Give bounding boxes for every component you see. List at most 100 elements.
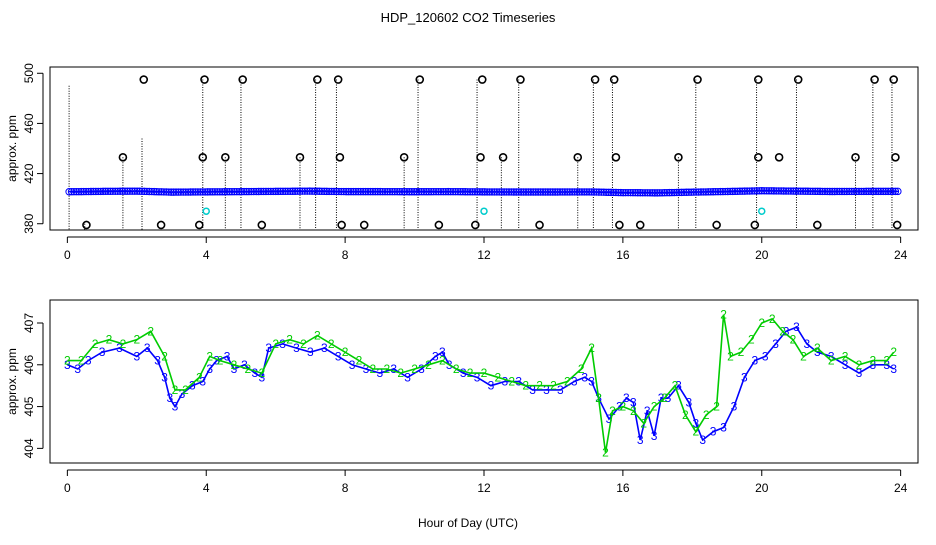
bottom-series-3-marker-75: 3 (870, 358, 877, 372)
top-baseline-point-96 (298, 187, 307, 195)
top-baseline-point-154 (439, 187, 448, 196)
top-baseline-point-131 (383, 187, 392, 196)
top-mid-point-1 (198, 152, 208, 162)
top-baseline-point-114 (342, 187, 350, 196)
bottom-series-2-marker-7: 2 (161, 349, 168, 363)
top-baseline-point-95 (296, 187, 304, 195)
bottom-series-3-marker-45: 3 (581, 370, 588, 384)
top-high-point-9 (609, 75, 619, 84)
top-baseline-point-228 (619, 188, 627, 197)
bottom-series-2-marker-16: 2 (272, 337, 279, 351)
top-mid-point-2 (221, 152, 230, 162)
top-baseline-point-159 (451, 187, 460, 196)
top-baseline-point-281 (748, 187, 756, 195)
bottom-series-3-marker-16: 3 (224, 349, 231, 363)
bottom-series-3-marker-24: 3 (307, 345, 314, 359)
top-high-point-1 (200, 75, 209, 84)
bottom-series-2-marker-33: 2 (508, 375, 515, 389)
bottom-series-2-marker-24: 2 (383, 362, 390, 376)
top-baseline-point-191 (529, 188, 538, 196)
bottom-series-2-marker-36: 2 (550, 379, 557, 393)
top-baseline-point-104 (318, 187, 326, 195)
bottom-series-3-marker-15: 3 (213, 354, 220, 368)
top-baseline-point-6 (79, 187, 88, 196)
top-baseline-point-203 (558, 188, 567, 196)
top-baseline-point-298 (789, 187, 798, 195)
top-baseline-point-321 (845, 187, 853, 196)
top-baseline-point-246 (663, 188, 671, 197)
top-baseline-point-32 (143, 187, 151, 196)
top-baseline-point-36 (152, 188, 161, 196)
top-baseline-point-138 (400, 188, 409, 196)
bottom-series-2-marker-68: 2 (890, 345, 897, 359)
bottom-series-2-marker-58: 2 (769, 312, 776, 326)
top-baseline-point-79 (257, 187, 265, 196)
top-baseline-point-67 (228, 187, 236, 196)
top-baseline-point-315 (830, 187, 839, 196)
top-baseline-point-151 (432, 187, 440, 196)
top-baseline-point-100 (308, 187, 316, 195)
top-baseline-point-296 (784, 187, 793, 195)
top-baseline-point-184 (512, 188, 520, 196)
top-baseline-point-271 (724, 187, 732, 196)
top-baseline-point-194 (536, 188, 545, 196)
top-baseline-point-330 (867, 187, 875, 196)
top-baseline-point-289 (767, 187, 776, 195)
top-baseline-point-103 (315, 187, 324, 195)
top-mid-point-3 (295, 152, 305, 162)
top-mid-point-12 (774, 152, 784, 162)
top-baseline-point-42 (167, 188, 175, 196)
top-baseline-point-229 (621, 188, 630, 197)
bottom-series-2-marker-29: 2 (453, 362, 460, 376)
top-low-point-3 (257, 220, 267, 230)
top-baseline-point-300 (794, 187, 802, 195)
top-baseline-point-247 (665, 188, 674, 197)
top-baseline-point-295 (782, 187, 790, 195)
top-baseline-point-140 (405, 188, 414, 196)
bottom-series-3-line (67, 326, 895, 442)
top-baseline-point-266 (711, 188, 720, 196)
top-low-point-8 (535, 220, 544, 230)
top-baseline-point-94 (293, 187, 302, 195)
top-baseline-point-8 (84, 187, 93, 196)
bottom-series-3-marker-8: 3 (161, 370, 168, 384)
top-baseline-point-24 (123, 187, 132, 195)
top-baseline-point-77 (252, 187, 260, 196)
bottom-series-3-marker-53: 3 (644, 404, 651, 418)
top-baseline-point-312 (823, 187, 832, 196)
top-baseline-point-0 (65, 188, 73, 196)
top-baseline-point-245 (660, 189, 669, 197)
bottom-series-3-marker-4: 3 (116, 341, 123, 355)
top-baseline-point-38 (157, 188, 166, 196)
top-baseline-point-235 (636, 189, 644, 197)
top-baseline-point-109 (330, 187, 338, 196)
top-baseline-point-179 (500, 188, 508, 196)
top-x-tick-label-4: 16 (616, 248, 630, 262)
top-baseline-point-292 (775, 187, 783, 195)
bottom-series-2-marker-21: 2 (342, 345, 349, 359)
bottom-series-3-marker-2: 3 (85, 354, 92, 368)
top-baseline-point-132 (386, 187, 394, 196)
top-baseline-point-198 (546, 188, 555, 196)
bottom-series-2-marker-47: 2 (661, 391, 668, 405)
bottom-series-2-marker-31: 2 (481, 366, 488, 380)
top-baseline-point-144 (415, 188, 423, 196)
top-baseline-point-26 (128, 187, 136, 195)
top-baseline-point-301 (796, 187, 805, 195)
top-baseline-point-322 (847, 187, 856, 196)
top-mid-point-14 (891, 152, 900, 162)
top-baseline-point-123 (364, 187, 372, 196)
bottom-series-3-marker-11: 3 (179, 387, 186, 401)
top-baseline-point-256 (687, 188, 695, 196)
bottom-series-3-marker-42: 3 (543, 383, 550, 397)
top-baseline-point-102 (313, 187, 321, 195)
bottom-series-2-marker-2: 2 (92, 337, 99, 351)
bottom-series-3-marker-33: 3 (432, 349, 439, 363)
top-baseline-point-220 (600, 188, 608, 196)
top-baseline-point-84 (269, 187, 277, 196)
top-baseline-point-243 (655, 189, 664, 197)
top-baseline-point-149 (427, 187, 435, 196)
top-baseline-point-81 (262, 187, 270, 196)
